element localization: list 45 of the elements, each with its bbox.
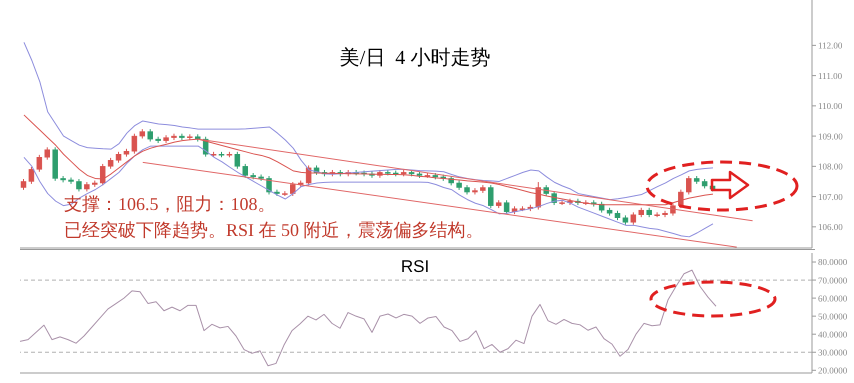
candlestick	[84, 182, 90, 192]
candlestick	[100, 163, 106, 186]
candlestick	[147, 128, 153, 142]
y-tick-label: 50.0000	[818, 311, 848, 322]
candlestick	[20, 178, 26, 190]
chart-title: RSI	[400, 257, 430, 276]
y-tick-label: 112.00	[818, 40, 843, 51]
y-tick-label: 108.00	[818, 162, 844, 172]
candlestick	[36, 154, 42, 172]
candlestick	[630, 212, 636, 226]
y-tick-label: 40.0000	[818, 329, 848, 340]
candlestick	[488, 184, 494, 209]
y-tick-label: 110.00	[818, 101, 843, 112]
candlestick	[290, 182, 296, 196]
candlestick	[622, 214, 628, 226]
candlestick	[614, 210, 620, 221]
y-tick-label: 106.00	[818, 222, 844, 232]
y-tick-label: 80.0000	[818, 257, 848, 268]
candlestick	[108, 157, 114, 170]
candlestick	[242, 163, 248, 178]
candlestick	[132, 133, 138, 154]
annotation: 支撑：106.5，阻力：108。	[64, 193, 276, 216]
candlestick	[504, 200, 510, 215]
y-tick-label: 70.0000	[818, 275, 848, 286]
candlestick	[234, 151, 240, 170]
y-tick-label: 20.0000	[818, 365, 848, 376]
y-tick-label: 30.0000	[818, 347, 848, 358]
candlestick	[702, 178, 708, 189]
y-tick-label: 111.00	[818, 70, 843, 81]
y-tick-label: 107.00	[818, 192, 844, 202]
candlestick	[464, 184, 470, 195]
y-tick-label: 60.0000	[818, 293, 848, 304]
candlestick	[28, 166, 34, 184]
annotation: 已经突破下降趋势。RSI 在 50 附近，震荡偏多结构。	[64, 219, 484, 242]
candlestick	[456, 180, 462, 190]
text: 美/日 4 小时走势	[340, 47, 490, 69]
candlestick	[76, 178, 82, 192]
candlestick	[140, 128, 146, 140]
y-tick-label: 109.00	[818, 131, 844, 142]
candlestick	[116, 151, 122, 164]
candlestick	[44, 146, 50, 160]
candlestick	[306, 164, 312, 186]
candlestick	[638, 207, 644, 218]
candlestick	[646, 207, 652, 218]
candlestick	[686, 176, 692, 195]
